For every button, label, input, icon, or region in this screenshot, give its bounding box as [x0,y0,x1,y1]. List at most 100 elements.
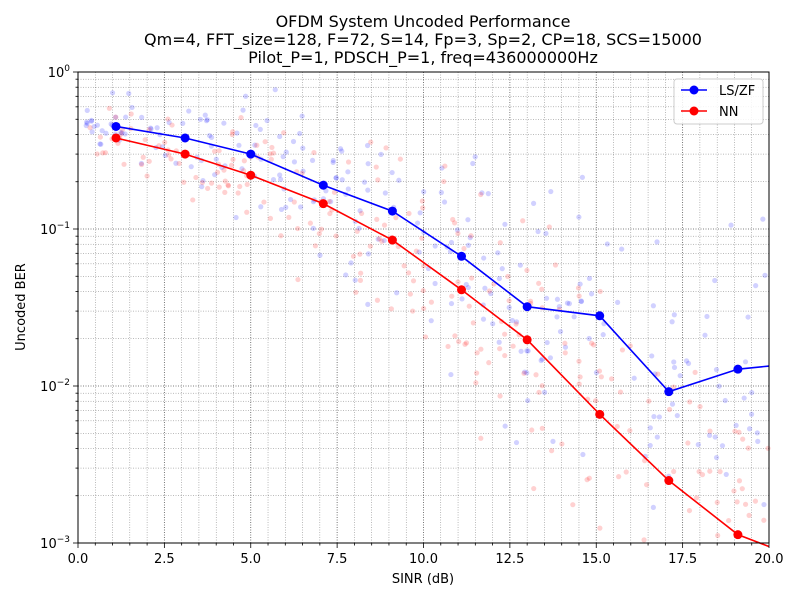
x-tick-label: 0.0 [68,552,89,567]
scatter-point [713,367,720,373]
scatter-point [651,413,657,420]
scatter-point [345,186,351,192]
scatter-point [466,303,472,309]
scatter-point [100,150,106,156]
y-tick-label: 100 [48,64,71,81]
scatter-point [300,168,306,174]
scatter-point [417,210,423,216]
scatter-point [748,411,755,417]
scatter-point [465,284,471,291]
scatter-point [719,443,726,449]
scatter-point [506,304,512,311]
scatter-point [328,199,334,205]
scatter-point [685,440,691,446]
scatter-point [84,119,90,125]
scatter-point [169,122,175,128]
scatter-point [261,199,267,205]
scatter-point [316,230,322,237]
scatter-point [547,355,554,361]
scatter-point [726,517,732,524]
scatter-point [203,118,210,124]
scatter-point [524,370,530,376]
scatter-point [677,373,683,379]
scatter-point [580,451,586,458]
scatter-point [502,331,508,337]
scatter-point [570,502,576,508]
scatter-point [478,346,484,352]
scatter-point [318,226,325,232]
scatter-point [480,316,487,322]
scatter-point [144,173,150,179]
scatter-point [641,537,647,543]
scatter-point [472,154,478,160]
data-point-lszf [522,302,532,312]
scatter-point [452,333,458,339]
scatter-point [531,485,537,492]
scatter-point [129,104,135,111]
scatter-point [365,251,371,257]
scatter-point [268,156,274,162]
scatter-point [647,442,653,449]
scatter-point [356,225,362,231]
scatter-point [650,303,656,309]
scatter-point [495,250,501,256]
scatter-point [518,348,524,354]
scatter-point [283,204,289,210]
scatter-point [205,185,211,192]
scatter-point [202,112,208,118]
scatter-point [112,114,119,120]
scatter-point [469,275,475,281]
legend-marker-lszf [689,85,699,95]
scatter-point [706,432,713,438]
scatter-point [228,162,235,168]
scatter-point [488,290,494,297]
scatter-point [230,156,236,163]
scatter-point [206,132,213,139]
scatter-point [230,129,236,135]
scatter-point [186,108,192,114]
scatter-point [578,298,584,304]
scatter-point [420,205,426,211]
scatter-point [419,198,425,204]
scatter-point [509,317,515,324]
scatter-point [397,156,403,162]
scatter-point [94,151,100,157]
scatter-point [327,210,333,217]
scatter-point [311,149,317,156]
scatter-point [270,150,277,156]
scatter-point [213,156,219,162]
scatter-point [697,404,703,410]
scatter-point [204,117,210,123]
scatter-point [300,145,306,151]
scatter-point [745,445,751,451]
scatter-point [222,189,228,195]
scatter-point [517,262,523,268]
legend-marker-nn [689,106,699,116]
scatter-point [524,348,530,354]
scatter-point [121,161,127,167]
scatter-point [577,281,583,287]
scatter-point [752,498,759,504]
scatter-point [728,222,734,228]
scatter-point [162,152,168,158]
scatter-point [345,159,352,165]
scatter-point [422,334,429,340]
scatter-point [297,130,303,137]
x-tick-label: 5.0 [240,552,261,567]
scatter-point [749,389,755,396]
scatter-point [375,236,381,242]
scatter-point [609,376,615,382]
scatter-point [765,445,771,451]
scatter-point [654,239,660,245]
scatter-point [199,179,205,186]
scatter-point [742,359,749,365]
scatter-point [539,425,545,431]
scatter-point [162,139,168,145]
scatter-point [462,341,468,347]
scatter-point [87,125,93,131]
scatter-point [348,260,354,266]
scatter-point [449,293,455,299]
scatter-point [270,177,277,183]
scatter-point [374,216,380,222]
